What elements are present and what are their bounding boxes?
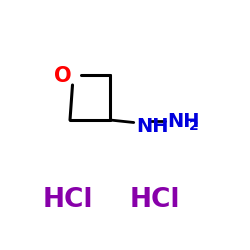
Text: NH: NH (168, 112, 200, 131)
Text: 2: 2 (189, 119, 198, 133)
Text: HCl: HCl (130, 187, 180, 213)
Text: NH: NH (136, 117, 169, 136)
Text: HCl: HCl (42, 187, 93, 213)
Text: O: O (54, 66, 71, 86)
